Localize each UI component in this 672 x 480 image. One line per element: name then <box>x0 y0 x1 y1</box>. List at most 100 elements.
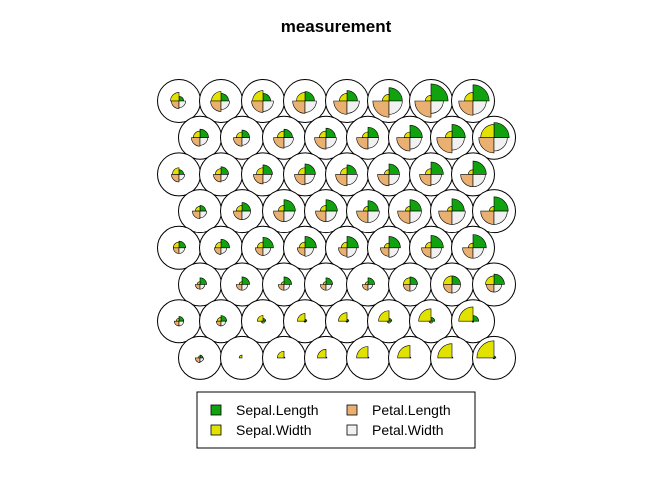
segment-petal-width <box>199 210 207 219</box>
som-node <box>178 115 222 160</box>
segment-sepal-length <box>388 236 401 249</box>
segment-petal-width <box>346 174 358 186</box>
som-node <box>388 335 432 380</box>
segment-petal-length <box>191 137 201 147</box>
segment-petal-width <box>430 100 444 114</box>
som-node <box>241 152 285 197</box>
segment-petal-width <box>304 174 315 185</box>
som-node <box>241 79 285 123</box>
segment-petal-length <box>210 100 222 112</box>
segment-sepal-width <box>418 308 432 322</box>
som-node <box>262 335 306 380</box>
som-node <box>178 335 222 380</box>
segment-petal-length <box>253 174 264 185</box>
segment-sepal-length <box>346 236 359 249</box>
segment-petal-width <box>409 137 422 150</box>
som-node <box>451 79 495 123</box>
segment-petal-width <box>241 210 251 220</box>
segment-petal-width <box>283 137 294 148</box>
som-node <box>346 262 390 307</box>
segment-petal-length <box>171 174 180 183</box>
segment-petal-width <box>178 320 185 327</box>
segment-petal-width <box>346 247 357 258</box>
segment-petal-length <box>292 100 306 114</box>
segment-sepal-length <box>472 234 487 249</box>
segment-petal-width <box>451 284 461 294</box>
segment-petal-length <box>356 137 369 150</box>
som-node <box>199 299 243 344</box>
segment-sepal-length <box>304 236 317 249</box>
segment-petal-width <box>220 247 228 254</box>
som-node <box>199 152 243 197</box>
segment-petal-width <box>241 137 250 146</box>
segment-sepal-length <box>367 277 375 285</box>
segment-sepal-length <box>472 160 487 175</box>
segment-petal-length <box>361 284 369 291</box>
segment-petal-length <box>192 210 201 220</box>
som-node <box>388 189 432 234</box>
som-node <box>451 299 495 344</box>
segment-petal-width <box>472 320 475 323</box>
segment-petal-length <box>458 100 474 116</box>
legend-swatch-petal-length <box>346 404 358 416</box>
segment-petal-width <box>493 357 496 360</box>
som-node <box>430 262 474 307</box>
segment-sepal-width <box>476 340 495 359</box>
segment-sepal-length <box>220 315 228 322</box>
segment-petal-width <box>283 284 291 291</box>
som-node <box>325 299 369 344</box>
legend-swatch-sepal-length <box>210 404 222 416</box>
segment-sepal-width <box>485 275 495 285</box>
segment-sepal-length <box>220 166 229 175</box>
segment-petal-width <box>325 137 337 149</box>
som-node <box>199 79 243 123</box>
som-node <box>409 225 453 270</box>
segment-sepal-width <box>256 315 264 322</box>
segment-sepal-length <box>430 235 444 249</box>
som-node <box>388 115 432 160</box>
som-node <box>430 189 474 234</box>
som-node <box>199 225 243 270</box>
segment-sepal-length <box>493 273 505 285</box>
chart-title: measurement <box>281 17 392 36</box>
segment-petal-width <box>430 174 442 186</box>
segment-sepal-width <box>356 346 369 359</box>
segment-petal-length <box>294 174 306 186</box>
segment-petal-width <box>304 247 314 257</box>
segment-petal-width <box>199 284 206 290</box>
segment-petal-width <box>241 284 249 291</box>
segment-petal-length <box>213 174 222 183</box>
segment-sepal-length <box>178 240 186 249</box>
segment-petal-length <box>396 137 411 152</box>
segment-petal-width <box>367 284 374 290</box>
som-node <box>304 335 348 380</box>
segment-sepal-length <box>325 277 333 285</box>
segment-sepal-width <box>437 343 453 359</box>
som-node <box>472 115 516 160</box>
som-node <box>367 152 411 197</box>
segment-petal-width <box>325 284 333 291</box>
segment-sepal-length <box>241 276 250 285</box>
segment-petal-length <box>478 137 495 154</box>
som-node <box>409 79 453 123</box>
segment-petal-length <box>251 100 264 113</box>
segment-sepal-width <box>277 350 285 359</box>
segment-petal-width <box>388 174 400 186</box>
segment-sepal-length <box>283 199 296 212</box>
som-node <box>262 262 306 307</box>
segment-petal-width <box>262 174 272 184</box>
som-node <box>346 115 390 160</box>
som-node <box>409 152 453 197</box>
som-node <box>430 115 474 160</box>
segment-petal-width <box>367 137 379 149</box>
som-node <box>430 335 474 380</box>
som-node <box>367 79 411 123</box>
som-node <box>451 152 495 197</box>
segment-petal-length <box>171 100 180 109</box>
segment-petal-length <box>377 174 390 187</box>
segment-petal-length <box>335 174 348 187</box>
segment-petal-width <box>283 210 295 222</box>
segment-petal-width <box>367 210 380 223</box>
som-node <box>346 189 390 234</box>
som-node <box>220 335 264 380</box>
